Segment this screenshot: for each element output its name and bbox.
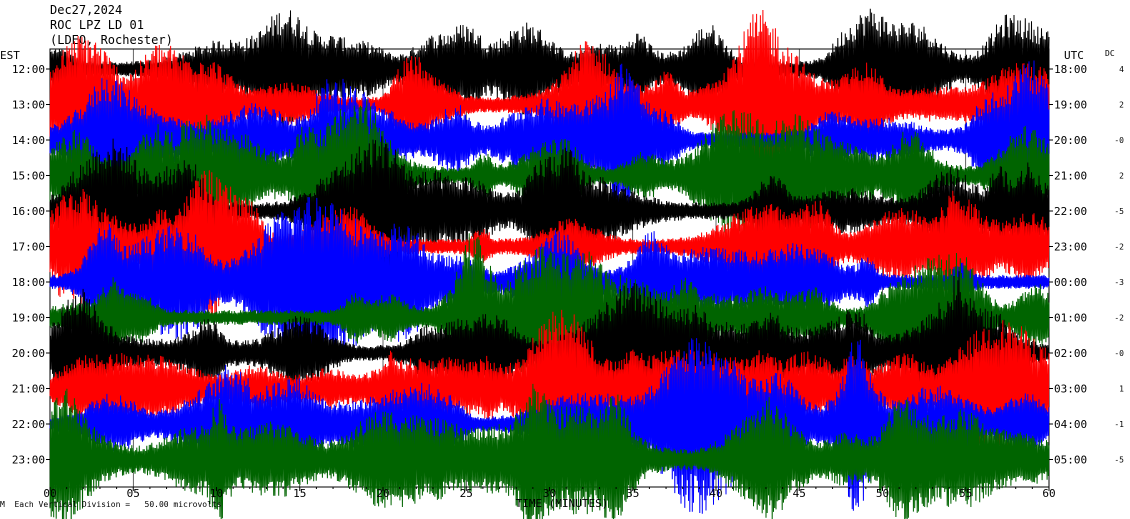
minute-tick-label: 15 [293, 487, 306, 500]
dc-column-title: DC [1105, 49, 1115, 58]
minute-tick-label: 60 [1042, 487, 1055, 500]
dc-offset-value: 1 [1119, 385, 1124, 394]
utc-hour-label: 22:00 [1054, 205, 1087, 218]
minute-tick-label: 50 [876, 487, 889, 500]
minute-tick-label: 55 [959, 487, 972, 500]
dc-offset-value: -2 [1114, 243, 1124, 252]
station-network: (LDEO, Rochester) [50, 33, 173, 47]
vertical-scale-text: Each Vertical Division = 50.00 microvolt… [14, 500, 222, 509]
dc-offset-value: -5 [1114, 207, 1124, 216]
dc-offset-value: -5 [1114, 456, 1124, 465]
dc-offset-value: 2 [1119, 172, 1124, 181]
utc-hour-label: 02:00 [1054, 347, 1087, 360]
seismic-trace [49, 9, 1050, 195]
est-hour-label: 21:00 [12, 383, 45, 396]
minute-tick-label: 10 [210, 487, 223, 500]
dc-offset-value: 4 [1119, 65, 1124, 74]
dc-offset-value: -0 [1114, 349, 1124, 358]
utc-hour-label: 21:00 [1054, 170, 1087, 183]
utc-hour-label: 03:00 [1054, 383, 1087, 396]
minute-tick-label: 20 [376, 487, 389, 500]
dc-offset-value: -0 [1114, 136, 1124, 145]
est-hour-label: 17:00 [12, 241, 45, 254]
utc-hour-label: 05:00 [1054, 454, 1087, 467]
minute-tick-label: 35 [626, 487, 639, 500]
station-code: ROC LPZ LD 01 [50, 18, 144, 32]
dc-offset-value: -2 [1114, 314, 1124, 323]
est-hour-label: 20:00 [12, 347, 45, 360]
utc-hour-label: 18:00 [1054, 63, 1087, 76]
plot-date: Dec27,2024 [50, 3, 123, 17]
est-hour-label: 18:00 [12, 276, 45, 289]
est-hour-label: 19:00 [12, 312, 45, 325]
dc-offset-value: -3 [1114, 278, 1124, 287]
utc-hour-label: 04:00 [1054, 418, 1087, 431]
minute-tick-label: 25 [460, 487, 473, 500]
est-hour-label: 12:00 [12, 63, 45, 76]
est-hour-label: 16:00 [12, 205, 45, 218]
est-hour-label: 13:00 [12, 99, 45, 112]
minute-tick-label: 00 [43, 487, 56, 500]
x-axis-title: TIME (MINUTES) [516, 497, 609, 510]
minute-tick-label: 05 [127, 487, 140, 500]
dc-offset-value: 2 [1119, 101, 1124, 110]
seismic-trace [49, 233, 1050, 404]
est-axis-title: EST [0, 49, 20, 62]
utc-hour-label: 19:00 [1054, 99, 1087, 112]
utc-hour-label: 00:00 [1054, 276, 1087, 289]
dc-offset-value: -1 [1114, 420, 1124, 429]
est-hour-label: 22:00 [12, 418, 45, 431]
utc-hour-label: 23:00 [1054, 241, 1087, 254]
est-hour-label: 15:00 [12, 170, 45, 183]
minute-tick-label: 30 [543, 487, 556, 500]
est-hour-label: 14:00 [12, 134, 45, 147]
minute-tick-label: 40 [709, 487, 722, 500]
seismic-trace [49, 170, 1050, 320]
seismic-trace [49, 383, 1050, 519]
utc-hour-label: 20:00 [1054, 134, 1087, 147]
seismic-trace [49, 8, 1050, 130]
minute-tick-label: 45 [793, 487, 806, 500]
utc-axis-title: UTC [1064, 49, 1084, 62]
est-hour-label: 23:00 [12, 454, 45, 467]
footer-mark: M [0, 500, 5, 509]
seismic-trace [49, 60, 1050, 223]
utc-hour-label: 01:00 [1054, 312, 1087, 325]
vertical-scale-note: M Each Vertical Division = 50.00 microvo… [0, 500, 222, 509]
